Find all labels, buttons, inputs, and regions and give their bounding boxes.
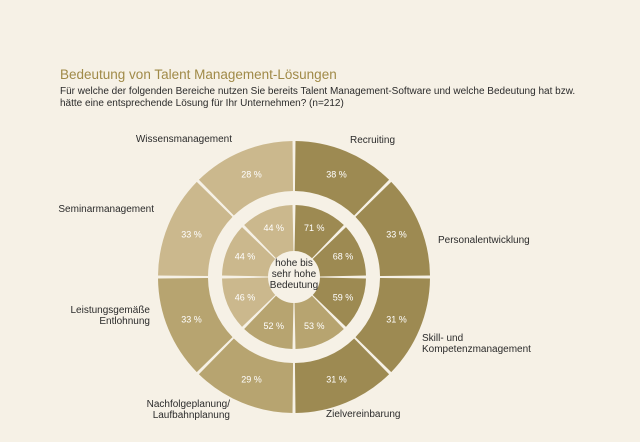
center-label-line-3: Bedeutung bbox=[270, 280, 318, 291]
inner-segment-8 bbox=[244, 205, 294, 259]
outer-value-label-2: 33 % bbox=[386, 230, 407, 240]
inner-value-label-8: 44 % bbox=[263, 223, 284, 233]
inner-value-label-2: 68 % bbox=[333, 252, 354, 262]
category-label-5-line-1: Nachfolgeplanung/ bbox=[147, 399, 231, 410]
inner-segment-1 bbox=[294, 205, 344, 259]
inner-value-label-3: 59 % bbox=[333, 292, 354, 302]
inner-value-label-4: 53 % bbox=[304, 321, 325, 331]
category-label-1: Recruiting bbox=[350, 135, 395, 146]
inner-segment-6 bbox=[222, 277, 276, 327]
inner-value-label-6: 46 % bbox=[235, 292, 256, 302]
category-label-6-line-2: Entlohnung bbox=[99, 316, 150, 327]
category-label-3-line-1: Skill- und bbox=[422, 333, 463, 344]
inner-segment-3 bbox=[312, 277, 366, 327]
category-label-4: Zielvereinbarung bbox=[326, 409, 401, 420]
outer-value-label-7: 33 % bbox=[181, 230, 202, 240]
inner-value-label-7: 44 % bbox=[235, 252, 256, 262]
outer-segment-5 bbox=[198, 338, 294, 413]
outer-value-label-8: 28 % bbox=[241, 169, 262, 179]
outer-value-label-6: 33 % bbox=[181, 314, 202, 324]
outer-segment-7 bbox=[158, 181, 233, 277]
outer-segment-1 bbox=[294, 141, 390, 216]
inner-segment-4 bbox=[294, 295, 344, 349]
category-label-7: Seminarmanagement bbox=[58, 204, 154, 215]
outer-segment-2 bbox=[355, 181, 430, 277]
inner-segment-2 bbox=[312, 227, 366, 277]
outer-segment-8 bbox=[198, 141, 294, 216]
category-label-6-line-1: Leistungsgemäße bbox=[71, 305, 151, 316]
outer-value-label-1: 38 % bbox=[326, 169, 347, 179]
inner-segment-5 bbox=[244, 295, 294, 349]
chart-subtitle: Für welche der folgenden Bereiche nutzen… bbox=[60, 86, 576, 109]
outer-segment-4 bbox=[294, 338, 390, 413]
center-label-line-1: hohe bis bbox=[275, 258, 313, 269]
outer-value-label-3: 31 % bbox=[386, 314, 407, 324]
chart-title: Bedeutung von Talent Management-Lösungen bbox=[60, 67, 337, 82]
inner-value-label-1: 71 % bbox=[304, 223, 325, 233]
category-label-2: Personalentwicklung bbox=[438, 235, 530, 246]
category-label-8: Wissensmanagement bbox=[136, 134, 232, 145]
outer-value-label-5: 29 % bbox=[241, 375, 262, 385]
outer-segment-6 bbox=[158, 277, 233, 373]
outer-value-label-4: 31 % bbox=[326, 375, 347, 385]
category-label-3-line-2: Kompetenzmanagement bbox=[422, 344, 531, 355]
inner-segment-7 bbox=[222, 227, 276, 277]
inner-value-label-5: 52 % bbox=[263, 321, 284, 331]
outer-segment-3 bbox=[355, 277, 430, 373]
category-label-5-line-2: Laufbahnplanung bbox=[153, 410, 230, 421]
center-label-line-2: sehr hohe bbox=[272, 269, 317, 280]
